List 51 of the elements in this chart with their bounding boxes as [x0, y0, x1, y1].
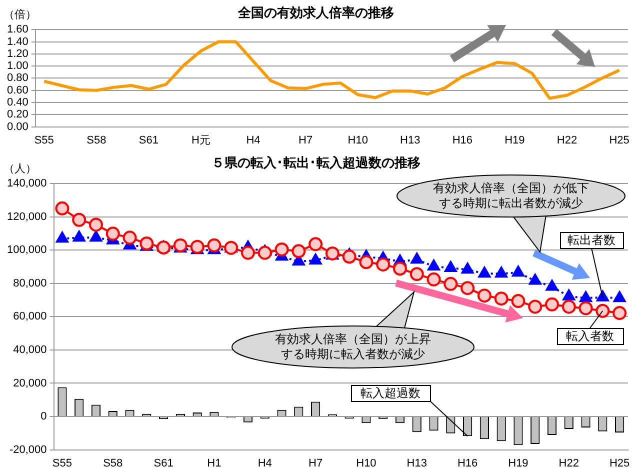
y-tick-label: 0.40	[6, 96, 28, 109]
y-tick-label: 1.40	[6, 36, 28, 48]
y-axis-title: （倍）	[4, 8, 36, 21]
y-tick-label: 20,000	[13, 377, 47, 390]
x-tick-label: H16	[452, 134, 473, 146]
x-tick-label: H13	[400, 134, 420, 146]
y-tick-label: 0.00	[6, 120, 28, 133]
y-tick-label: 120,000	[6, 210, 47, 223]
series-label: 転入者数	[566, 329, 614, 344]
chart-title: ５県の転入･転出･転入超過数の推移	[212, 155, 420, 172]
x-tick-label: H25	[609, 457, 630, 470]
y-tick-label: 0.20	[6, 108, 28, 121]
y-tick-label: 40,000	[13, 344, 47, 356]
x-tick-label: H25	[609, 134, 630, 146]
y-tick-label: 60,000	[13, 310, 47, 323]
x-tick-label: H16	[457, 457, 478, 470]
x-tick-label: H4	[258, 457, 272, 470]
y-tick-label: 0.60	[6, 84, 28, 96]
y-tick-label: 1.20	[6, 48, 28, 60]
x-tick-label: H13	[406, 457, 427, 470]
x-tick-label: H4	[246, 134, 260, 146]
x-tick-label: H1	[207, 457, 222, 470]
x-tick-label: S55	[52, 457, 72, 470]
text: 転出者数	[568, 233, 616, 248]
y-tick-label: 0	[40, 410, 47, 423]
x-tick-label: H7	[298, 134, 313, 146]
y-tick-label: -20,000	[9, 444, 47, 456]
y-tick-label: 80,000	[13, 277, 47, 290]
x-tick-label: H19	[508, 457, 528, 470]
annotation: 有効求人倍率（全国）が上昇する時期に転入者数が減少	[274, 332, 432, 362]
annotation: 有効求人倍率（全国）が低下する時期に転出者数が減少	[432, 181, 590, 211]
x-tick-label: H10	[356, 457, 376, 470]
chart-title: 全国の有効求人倍率の推移	[237, 5, 394, 22]
x-tick-label: S55	[34, 134, 54, 146]
x-tick-label: S58	[86, 134, 106, 146]
x-tick-label: S61	[138, 134, 158, 146]
x-tick-label: S61	[154, 457, 174, 470]
x-tick-label: H7	[308, 457, 323, 470]
x-tick-label: H22	[558, 457, 579, 470]
x-tick-label: H10	[348, 134, 368, 146]
series-label: 転入超過数	[360, 386, 420, 400]
y-tick-label: 1.00	[6, 60, 28, 72]
x-tick-label: H22	[556, 134, 578, 146]
x-tick-label: S58	[103, 457, 123, 470]
y-tick-label: 1.60	[6, 24, 28, 36]
x-tick-label: H19	[504, 134, 525, 146]
x-tick-label: H元	[192, 134, 210, 146]
y-tick-label: 140,000	[6, 178, 47, 190]
y-tick-label: 100,000	[6, 244, 47, 256]
y-tick-label: 0.80	[6, 72, 28, 84]
y-axis-title: （人）	[4, 162, 36, 175]
